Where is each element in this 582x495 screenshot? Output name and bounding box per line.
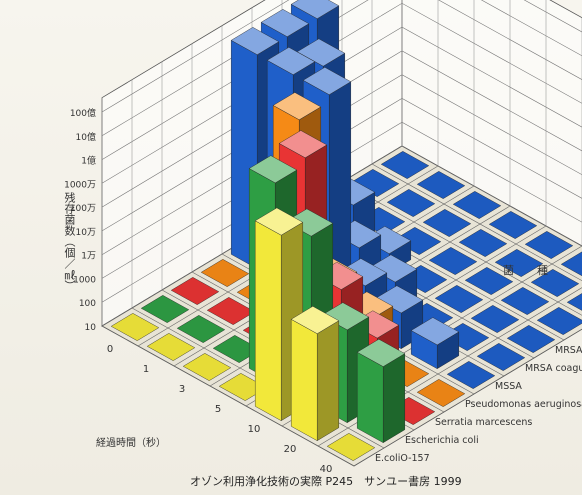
y-axis-title: 残存菌数（個／㎖） [63, 192, 76, 291]
floor-tile [422, 209, 472, 237]
y-tick-label: 1000万 [64, 180, 96, 190]
grid-line [101, 0, 582, 160]
bar-side [383, 353, 405, 444]
bar-top [410, 317, 460, 346]
floor-tile [458, 229, 508, 257]
bar-top [272, 92, 322, 121]
legend-entry: MRSA coagulase type Ⅶ [525, 363, 582, 374]
bar-top [260, 9, 310, 37]
x-axis-title: 経過時間（秒） [96, 438, 166, 449]
floor-tile [536, 307, 582, 335]
floor-tile [500, 287, 550, 315]
y-tick-label: 1億 [81, 155, 96, 167]
floor-tile [110, 313, 160, 341]
floor-grid-line [101, 325, 355, 467]
floor-tile [476, 343, 526, 371]
bar-top [356, 338, 406, 367]
floor-tile [452, 191, 502, 219]
floor-tile [380, 151, 430, 179]
x-tick-label: 5 [215, 404, 221, 415]
bar-side [317, 320, 339, 442]
floor-tile [494, 249, 544, 277]
floor-grid-line [401, 145, 582, 247]
floor-tile [446, 361, 496, 389]
floor-tile [560, 251, 582, 277]
bar-top [302, 67, 352, 95]
bar-top [290, 0, 340, 19]
legend-entry: E.coliO-157 [375, 453, 430, 464]
y-tick-label: 100億 [70, 107, 96, 119]
legend-entry: MRSA coagulase type V [555, 345, 582, 356]
y-tick-label: 1000 [73, 275, 96, 285]
floor-tile [434, 285, 484, 313]
bar-top [266, 47, 316, 75]
floor-tile [182, 353, 232, 381]
legend-entry: Escherichia coli [405, 435, 479, 446]
floor-tile [200, 259, 250, 287]
floor-grid-line [353, 328, 582, 467]
bar-top [254, 207, 304, 236]
x-tick-label: 10 [248, 424, 261, 435]
floor-tile [524, 231, 574, 259]
floor-tile [470, 305, 520, 333]
y-tick-label: 10万 [76, 228, 96, 238]
floor-tile [146, 333, 196, 361]
y-tick-label: 100万 [70, 204, 96, 214]
y-tick-label: 1万 [81, 252, 96, 262]
x-tick-label: 3 [179, 384, 185, 395]
bar-top [230, 27, 280, 55]
legend-title: 菌 種 [503, 264, 554, 277]
floor-tile [170, 277, 220, 305]
legend-entry: MSSA [495, 381, 522, 392]
x-tick-label: 1 [143, 364, 149, 375]
y-tick-label: 100 [79, 299, 96, 309]
floor-tile [530, 269, 580, 297]
floor-tile [464, 267, 514, 295]
floor-tile [416, 171, 466, 199]
x-tick-label: 0 [107, 344, 113, 355]
floor-tile [416, 379, 466, 407]
y-tick-label: 10億 [76, 131, 96, 143]
floor-tile [176, 315, 226, 343]
bar-top [290, 306, 340, 334]
x-tick-label: 20 [284, 444, 297, 455]
floor-tile [428, 247, 478, 275]
legend-entry: Serratia marcescens [435, 417, 532, 428]
bar [254, 220, 282, 422]
floor-grid-line [371, 163, 582, 282]
grid-line [101, 0, 582, 137]
legend-entry: Pseudomonas aeruginosa [465, 399, 582, 410]
source-caption: オゾン利用浄化技術の実際 P245 サンユー書房 1999 [190, 475, 462, 488]
floor-tile [326, 433, 376, 461]
floor-tile [488, 211, 538, 239]
bar-top [248, 155, 298, 184]
x-tick-label: 40 [320, 464, 333, 475]
bar [291, 318, 318, 442]
floor-grid-line [341, 181, 582, 316]
bar-top [278, 130, 328, 159]
y-tick-label: 10 [85, 323, 97, 333]
floor-tile [506, 325, 556, 353]
bar [357, 351, 384, 444]
grid-line [101, 0, 582, 113]
floor-tile [140, 295, 190, 323]
floor-tile [386, 189, 436, 217]
